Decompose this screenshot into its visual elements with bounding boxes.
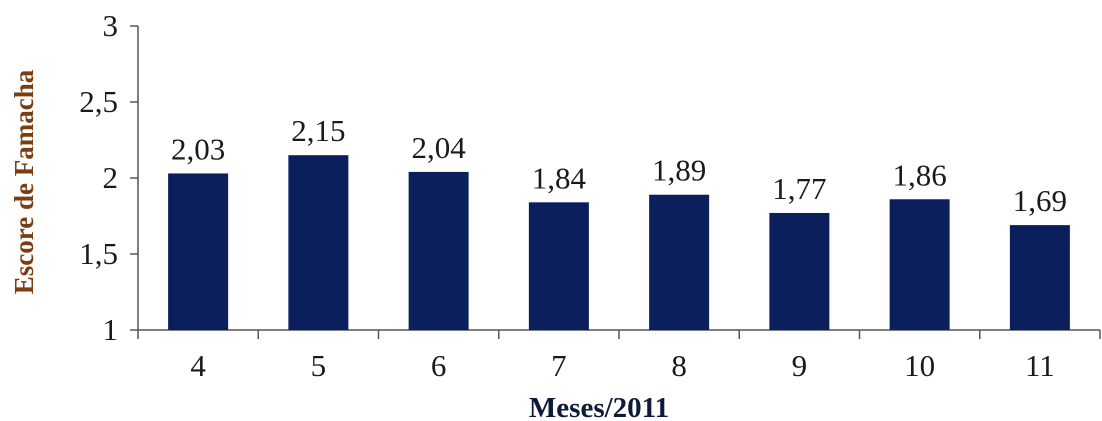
bar xyxy=(649,194,710,330)
y-axis: 1 1,5 2 2,5 3 xyxy=(79,8,139,347)
x-axis-title: Meses/2011 xyxy=(529,392,669,421)
y-axis-title: Escore de Famacha xyxy=(9,69,39,294)
y-ticks: 1 1,5 2 2,5 3 xyxy=(79,8,138,347)
bar-value-label: 1,69 xyxy=(1013,183,1067,218)
y-tick-label: 2 xyxy=(103,160,119,195)
bar-value-label: 1,89 xyxy=(652,153,706,188)
x-ticks: 4 5 6 7 8 9 10 11 xyxy=(137,330,1101,383)
bar xyxy=(528,202,589,330)
x-tick-label: 9 xyxy=(792,348,808,383)
x-tick-label: 4 xyxy=(190,348,206,383)
bars xyxy=(168,155,1070,330)
bar xyxy=(288,155,349,330)
x-tick-label: 8 xyxy=(671,348,687,383)
x-axis: 4 5 6 7 8 9 10 11 xyxy=(137,329,1101,383)
bar-value-label: 2,03 xyxy=(171,131,225,166)
x-tick-label: 11 xyxy=(1025,348,1055,383)
y-tick-label: 1,5 xyxy=(79,236,118,271)
bar xyxy=(769,212,830,330)
x-tick-label: 6 xyxy=(431,348,447,383)
bar-value-label: 1,84 xyxy=(532,160,587,195)
bar xyxy=(1009,225,1070,330)
bar-value-label: 1,86 xyxy=(893,157,947,192)
bar-value-label: 2,15 xyxy=(291,113,345,148)
y-tick-label: 1 xyxy=(103,312,119,347)
bar xyxy=(889,199,950,330)
bar-value-label: 1,77 xyxy=(772,171,826,206)
data-labels: 2,03 2,15 2,04 1,84 1,89 1,77 1,86 1,69 xyxy=(171,113,1067,218)
y-tick-label: 3 xyxy=(103,8,119,43)
x-tick-label: 5 xyxy=(311,348,327,383)
bar xyxy=(168,173,229,330)
bar xyxy=(408,171,469,330)
y-tick-label: 2,5 xyxy=(79,84,118,119)
bar-value-label: 2,04 xyxy=(412,130,467,165)
x-tick-label: 10 xyxy=(904,348,935,383)
x-tick-label: 7 xyxy=(551,348,567,383)
